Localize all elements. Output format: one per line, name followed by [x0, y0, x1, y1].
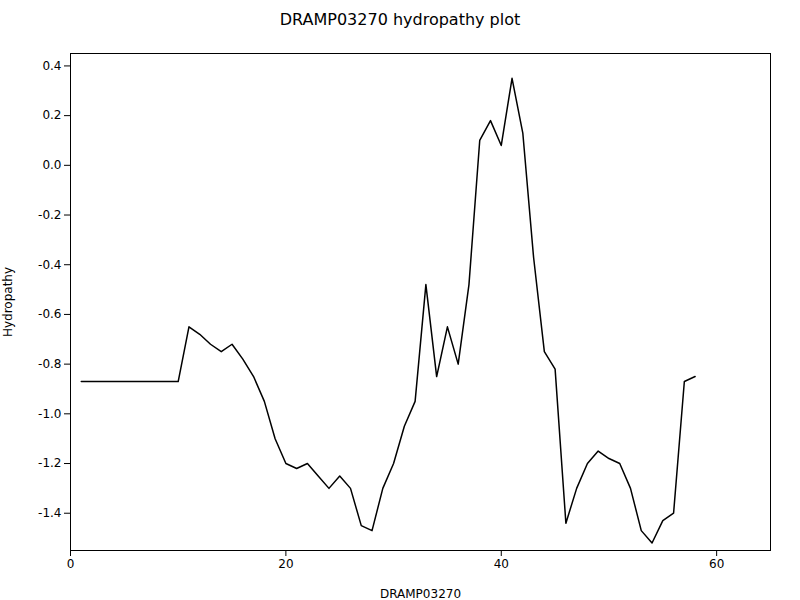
svg-text:DRAMP03270: DRAMP03270	[380, 587, 461, 600]
svg-text:-1.2: -1.2	[38, 456, 61, 470]
svg-text:-1.4: -1.4	[38, 506, 61, 520]
svg-text:60: 60	[709, 557, 724, 571]
svg-text:-0.6: -0.6	[38, 307, 61, 321]
svg-text:-0.4: -0.4	[38, 258, 61, 272]
svg-text:-0.2: -0.2	[38, 208, 61, 222]
svg-text:40: 40	[494, 557, 509, 571]
svg-text:-1.0: -1.0	[38, 407, 61, 421]
svg-text:0.2: 0.2	[42, 108, 61, 122]
svg-text:0: 0	[67, 557, 75, 571]
svg-text:0.0: 0.0	[42, 158, 61, 172]
svg-text:20: 20	[278, 557, 293, 571]
svg-text:Hydropathy: Hydropathy	[1, 267, 15, 337]
svg-text:-0.8: -0.8	[38, 357, 61, 371]
html-text:DRAMP03270 hydropathy plot: DRAMP03270 hydropathy plot	[279, 10, 521, 29]
svg-text:0.4: 0.4	[42, 59, 61, 73]
